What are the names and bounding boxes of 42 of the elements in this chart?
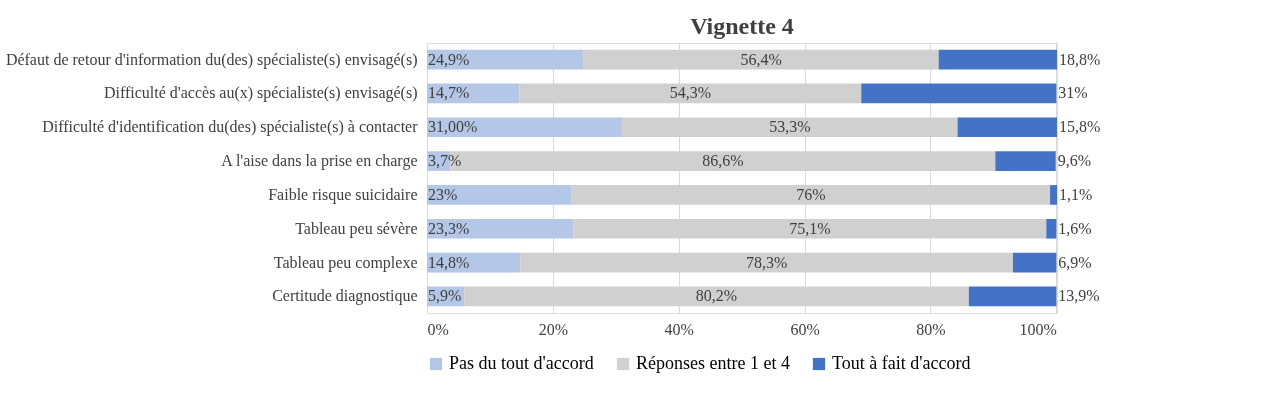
data-label: 13,9% <box>1058 287 1100 305</box>
y-tick-label: A l'aise dans la prise en charge <box>221 152 418 171</box>
data-label: 6,9% <box>1058 253 1092 271</box>
legend-label: Réponses entre 1 et 4 <box>636 353 790 373</box>
data-label: 23,3% <box>428 219 470 237</box>
data-label: 24,9% <box>428 50 470 68</box>
chart-title: Vignette 4 <box>690 13 794 39</box>
x-tick-label: 0% <box>427 320 449 338</box>
data-label: 86,6% <box>702 152 744 170</box>
data-label: 53,3% <box>769 118 811 136</box>
data-label: 31% <box>1058 84 1088 102</box>
y-tick-label: Défaut de retour d'information du(des) spécialiste(s) envisagé(s) <box>5 50 418 69</box>
legend-label: Pas du tout d'accord <box>449 353 594 373</box>
data-label: 75,1% <box>789 219 831 237</box>
data-label: 3,7% <box>428 152 462 170</box>
data-label: 31,00% <box>428 118 478 136</box>
data-label: 56,4% <box>740 50 782 68</box>
y-tick-label: Certitude diagnostique <box>272 287 418 306</box>
x-tick-label: 60% <box>790 320 820 338</box>
data-label: 15,8% <box>1059 118 1101 136</box>
y-tick-label: Tableau peu complexe <box>273 253 418 272</box>
data-label: 76% <box>796 185 826 203</box>
data-label: 54,3% <box>669 84 712 102</box>
x-tick-label: 80% <box>916 320 946 338</box>
x-tick-label: 100% <box>1019 320 1057 338</box>
data-label: 1,1% <box>1059 185 1093 203</box>
legend-label: Tout à fait d'accord <box>832 353 971 373</box>
x-tick-label: 40% <box>664 320 694 338</box>
y-tick-label: Faible risque suicidaire <box>268 185 418 204</box>
data-label: 5,9% <box>428 287 462 305</box>
y-tick-label: Tableau peu sévère <box>295 219 418 238</box>
y-tick-label: Difficulté d'identification du(des) spécialiste(s) à contacter <box>42 118 419 137</box>
data-label: 18,8% <box>1059 50 1101 68</box>
data-label: 14,8% <box>428 253 470 271</box>
data-label: 9,6% <box>1057 152 1092 170</box>
x-tick-label: 20% <box>538 320 569 338</box>
data-label: 78,3% <box>745 253 788 271</box>
data-label: 80,2% <box>695 287 738 305</box>
data-label: 1,6% <box>1058 219 1092 237</box>
y-tick-label: Difficulté d'accès au(x) spécialiste(s) envisagé(s) <box>103 84 418 103</box>
data-label: 23% <box>428 185 458 203</box>
data-label: 14,7% <box>428 84 470 102</box>
